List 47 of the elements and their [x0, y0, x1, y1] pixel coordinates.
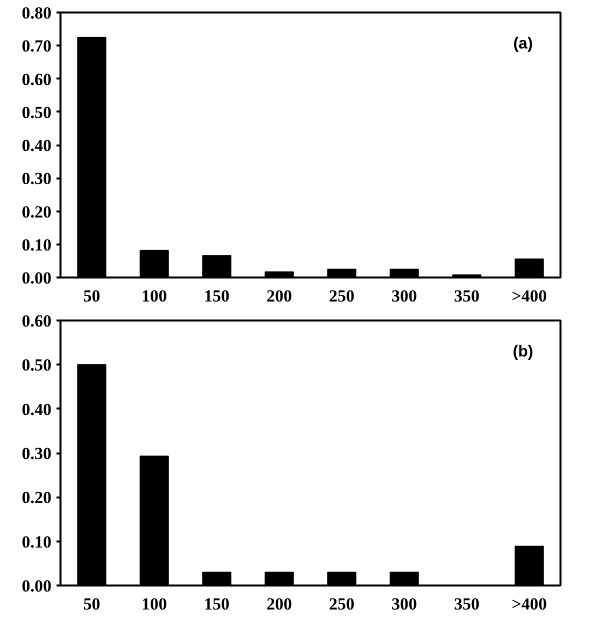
bar	[264, 572, 294, 586]
y-tick-label: 0.60	[22, 312, 52, 330]
bar	[514, 258, 544, 278]
y-tick-label: 0.10	[22, 235, 52, 254]
x-tick-label: 100	[142, 594, 167, 614]
y-tick-label: 0.80	[22, 4, 52, 22]
bar	[77, 364, 106, 586]
x-tick-label: 250	[329, 286, 354, 306]
x-tick-label: 350	[454, 594, 480, 614]
y-tick-label: 0.10	[22, 532, 52, 552]
y-tick-label: 0.70	[22, 36, 52, 56]
y-tick-label: 0.00	[22, 576, 52, 596]
x-tick-label: >400	[512, 594, 547, 614]
x-tick-label: 50	[83, 594, 100, 614]
x-tick-label: 300	[392, 286, 417, 306]
x-tick-label: 200	[266, 286, 292, 306]
x-tick-label: 250	[329, 594, 354, 614]
x-tick-label: 200	[266, 594, 292, 614]
x-tick-label: 100	[142, 286, 167, 306]
x-tick-label: 150	[204, 594, 230, 614]
x-tick-label: 150	[204, 286, 230, 306]
y-tick-label: 0.30	[22, 169, 52, 188]
y-tick-label: 0.20	[22, 488, 52, 508]
y-tick-label: 0.40	[22, 136, 52, 155]
x-tick-label: 50	[83, 286, 100, 306]
annotation: (a)	[513, 35, 533, 52]
bar	[327, 572, 356, 586]
y-tick-label: 0.30	[22, 444, 52, 463]
x-tick-label: 350	[454, 286, 480, 306]
annotation: (b)	[512, 343, 534, 360]
y-tick-label: 0.60	[22, 70, 52, 89]
bar	[514, 546, 544, 586]
bar	[77, 36, 106, 278]
bar	[327, 268, 356, 278]
y-tick-label: 0.50	[22, 356, 52, 375]
x-tick-label: >400	[512, 286, 547, 306]
x-tick-label: 300	[392, 594, 417, 614]
bar	[140, 250, 169, 278]
bar	[202, 572, 232, 586]
y-tick-label: 0.00	[22, 268, 52, 288]
y-tick-label: 0.50	[22, 102, 52, 122]
y-tick-label: 0.40	[22, 400, 52, 419]
bar	[390, 268, 419, 278]
bar	[202, 255, 232, 278]
bar	[140, 456, 169, 586]
bar	[390, 572, 419, 586]
y-tick-label: 0.20	[22, 202, 52, 222]
